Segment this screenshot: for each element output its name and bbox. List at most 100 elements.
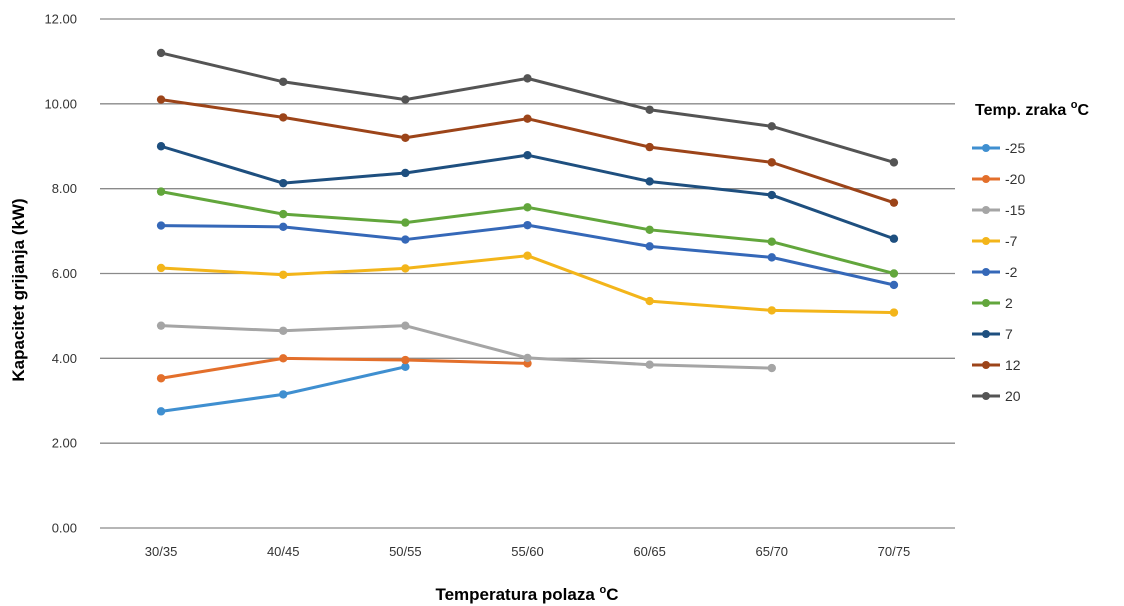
- series--20: [156, 354, 532, 383]
- data-point: [156, 407, 166, 416]
- data-point: [767, 122, 776, 131]
- data-point: [401, 362, 410, 372]
- series--15: [156, 321, 776, 373]
- x-tick-label: 70/75: [878, 544, 911, 559]
- y-axis-label: Kapacitet grijanja (kW): [9, 198, 28, 381]
- x-axis-label-unit: C: [606, 585, 618, 604]
- legend-label: -15: [1005, 202, 1025, 218]
- legend-marker: [982, 206, 990, 214]
- data-point: [401, 168, 410, 178]
- data-point: [156, 263, 166, 273]
- data-point: [645, 360, 654, 369]
- data-point: [767, 158, 776, 167]
- data-point: [156, 374, 166, 383]
- data-point: [889, 158, 899, 167]
- data-point: [401, 355, 410, 365]
- data-point: [645, 177, 654, 186]
- legend-item: -15: [972, 202, 1025, 218]
- x-tick-label: 50/55: [389, 544, 422, 559]
- legend-marker: [982, 392, 990, 400]
- legend-marker: [982, 144, 990, 152]
- data-point: [645, 105, 654, 114]
- legend-marker: [982, 361, 990, 369]
- data-point: [401, 95, 410, 104]
- data-point: [279, 77, 288, 86]
- data-point: [523, 74, 532, 83]
- data-point: [279, 209, 288, 219]
- legend-item: -25: [972, 140, 1025, 156]
- legend-marker: [982, 268, 990, 276]
- gridlines: [100, 18, 955, 529]
- x-tick-label: 40/45: [267, 544, 300, 559]
- data-point: [279, 113, 288, 122]
- data-point: [523, 150, 532, 160]
- data-point: [889, 198, 899, 207]
- y-tick-label: 8.00: [52, 181, 77, 196]
- data-point: [156, 321, 166, 330]
- series-7: [156, 142, 899, 243]
- data-point: [889, 269, 899, 278]
- data-point: [523, 353, 532, 363]
- legend-item: 7: [972, 326, 1013, 342]
- y-tick-label: 0.00: [52, 521, 77, 536]
- data-point: [156, 187, 166, 196]
- data-point: [156, 142, 166, 151]
- legend-title: Temp. zraka oC: [975, 99, 1089, 119]
- legend-marker: [982, 330, 990, 338]
- legend-item: 2: [972, 295, 1013, 311]
- data-point: [279, 222, 288, 232]
- series-2: [156, 187, 899, 278]
- y-axis-ticks: 0.00 2.00 4.00 6.00 8.00 10.00 12.00: [44, 12, 77, 536]
- data-point: [645, 225, 654, 235]
- series-lines: [156, 48, 899, 416]
- data-point: [279, 270, 288, 279]
- y-tick-label: 10.00: [44, 96, 77, 111]
- series-20: [156, 48, 899, 167]
- data-point: [401, 133, 410, 142]
- data-point: [523, 203, 532, 212]
- data-point: [156, 48, 166, 58]
- data-point: [401, 264, 410, 273]
- legend-item: -7: [972, 233, 1018, 249]
- series--7: [156, 251, 899, 317]
- data-point: [523, 251, 532, 260]
- data-point: [401, 218, 410, 227]
- legend-title-unit: C: [1077, 102, 1089, 119]
- legend-label: -25: [1005, 140, 1025, 156]
- legend-marker: [982, 237, 990, 245]
- series--25: [156, 362, 410, 416]
- data-point: [767, 237, 776, 246]
- legend-title-sup: o: [1071, 99, 1078, 111]
- y-tick-label: 2.00: [52, 436, 77, 451]
- legend-label: 2: [1005, 295, 1013, 311]
- legend-label: -20: [1005, 171, 1025, 187]
- x-tick-label: 60/65: [633, 544, 666, 559]
- series-line: [159, 356, 529, 380]
- y-tick-label: 4.00: [52, 351, 77, 366]
- x-tick-label: 65/70: [756, 544, 789, 559]
- legend-label: 12: [1005, 357, 1021, 373]
- legend-label: 20: [1005, 388, 1021, 404]
- series-line: [159, 51, 896, 164]
- data-point: [767, 363, 776, 373]
- x-axis-label: Temperatura polaza oC: [435, 584, 618, 604]
- data-point: [401, 235, 410, 244]
- legend-label: -2: [1005, 264, 1018, 280]
- data-point: [889, 234, 899, 243]
- data-point: [401, 321, 410, 330]
- legend-label: 7: [1005, 326, 1013, 342]
- data-point: [523, 220, 532, 230]
- y-tick-label: 6.00: [52, 266, 77, 281]
- x-tick-label: 55/60: [511, 544, 544, 559]
- legend: -25 -20 -15 -7 -2 2 7 12 20: [972, 140, 1025, 404]
- data-point: [889, 308, 899, 317]
- series-12: [156, 95, 899, 207]
- data-point: [767, 190, 776, 200]
- series-line: [159, 324, 774, 370]
- legend-title-text: Temp. zraka: [975, 102, 1066, 119]
- data-point: [156, 221, 166, 230]
- data-point: [156, 95, 166, 104]
- legend-item: -2: [972, 264, 1018, 280]
- legend-label: -7: [1005, 233, 1018, 249]
